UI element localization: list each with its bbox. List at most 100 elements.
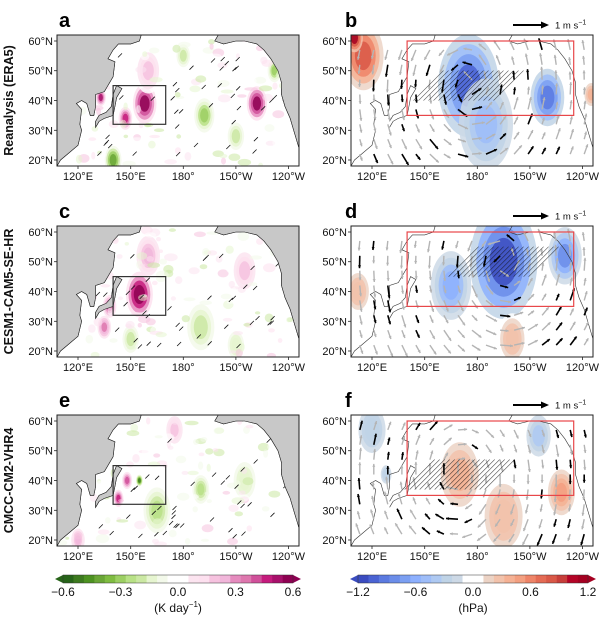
wind-arrowhead [583,278,587,281]
noise-speck [154,128,165,132]
significance-hatch [154,475,160,481]
wind-arrowhead [433,351,437,355]
wind-arrowhead [543,293,547,297]
noise-speck [237,94,247,98]
contour-blob [126,332,135,347]
y-tick-label: 20°N [322,535,347,547]
noise-speck [209,53,222,58]
noise-speck [245,424,254,429]
colorbar-title-close: ) [198,601,202,615]
significance-hatch [255,315,260,321]
wind-arrowhead [525,510,528,514]
significance-hatch [424,459,455,490]
significance-hatch [219,66,224,71]
wind-arrowhead [540,495,543,499]
wind-arrowhead [527,262,531,266]
reference-arrow-label: 1 m s−1 [555,20,586,32]
wind-arrowhead [463,71,467,75]
noise-speck [237,231,250,241]
wind-arrowhead [460,307,464,312]
y-tick-label: 40°N [322,96,347,108]
black-region-box [112,464,167,505]
wind-arrowhead [435,514,439,517]
noise-speck [256,238,264,245]
wind-arrowhead [401,452,405,456]
significance-hatch [190,481,195,487]
wind-arrowhead [462,535,466,538]
significance-hatch [234,484,239,489]
wind-arrowhead [556,435,560,439]
noise-speck [262,283,275,290]
wind-arrowhead [584,131,587,135]
noise-speck [170,296,176,301]
y-tick-label: 30°N [28,125,53,137]
noise-speck [164,159,177,165]
noise-speck [158,249,163,253]
y-tick-label: 40°N [28,96,53,108]
wind-arrowhead [355,523,359,527]
wind-arrowhead [489,102,492,106]
map-area [351,415,593,546]
noise-speck [91,151,96,160]
wind-arrowhead [417,434,421,438]
noise-speck [207,442,214,448]
significance-hatch [196,334,202,339]
significance-hatch [225,475,231,480]
wind-arrowhead [356,56,360,60]
wind-arrowhead [442,262,446,266]
wind-arrowhead [384,56,388,60]
noise-speck [122,160,136,166]
significance-hatch [448,246,479,277]
contour-blob [197,483,205,496]
significance-hatch [224,60,229,66]
wind-arrowhead [431,116,434,120]
wind-arrowhead [400,85,404,89]
noise-speck [192,506,198,513]
coastline [508,226,593,357]
wind-arrowhead [438,52,442,56]
wind-arrowhead [448,142,452,146]
colorbar-segment [230,575,242,583]
colorbar-segment [219,575,231,583]
wind-arrowhead [541,262,545,266]
colorbar-tick-label: −0.6 [51,585,75,599]
noise-speck [129,492,141,497]
wind-arrowhead [569,465,573,469]
wind-arrowhead [583,257,587,261]
wind-arrowhead [477,347,481,351]
significance-hatch [145,474,150,479]
wind-arrowhead [478,136,482,140]
significance-hatch [204,254,209,260]
wind-arrowhead [527,86,531,90]
wind-arrowhead [568,243,572,247]
contour-blob [98,93,103,102]
wind-arrowhead [371,481,375,485]
wind-arrowhead [370,509,374,513]
land-americas [214,226,299,357]
significance-hatch [171,510,177,515]
wind-arrowhead [443,290,447,294]
wind-arrowhead [540,480,544,483]
wind-arrowhead [374,351,378,355]
wind-arrowhead [581,526,585,530]
significance-hatch [493,70,524,101]
noise-speck [231,497,245,505]
wind-arrowhead [464,427,468,431]
wind-arrowhead [438,499,442,503]
wind-arrowhead [474,317,478,321]
significance-hatch [429,459,460,490]
wind-arrowhead [462,61,466,65]
wind-arrowhead [358,277,362,281]
colorbar-tick-label: −0.3 [109,585,133,599]
noise-speck [175,276,183,284]
wind-arrowhead [416,115,419,119]
noise-speck [130,423,139,433]
contour-blob [200,108,209,123]
x-tick-label: 120°W [272,551,306,563]
noise-speck [237,158,252,166]
significance-hatch [464,459,495,490]
wind-arrowhead [541,465,545,469]
wind-arrowhead [487,242,491,246]
noise-speck [202,248,210,257]
significance-hatch [469,459,500,490]
